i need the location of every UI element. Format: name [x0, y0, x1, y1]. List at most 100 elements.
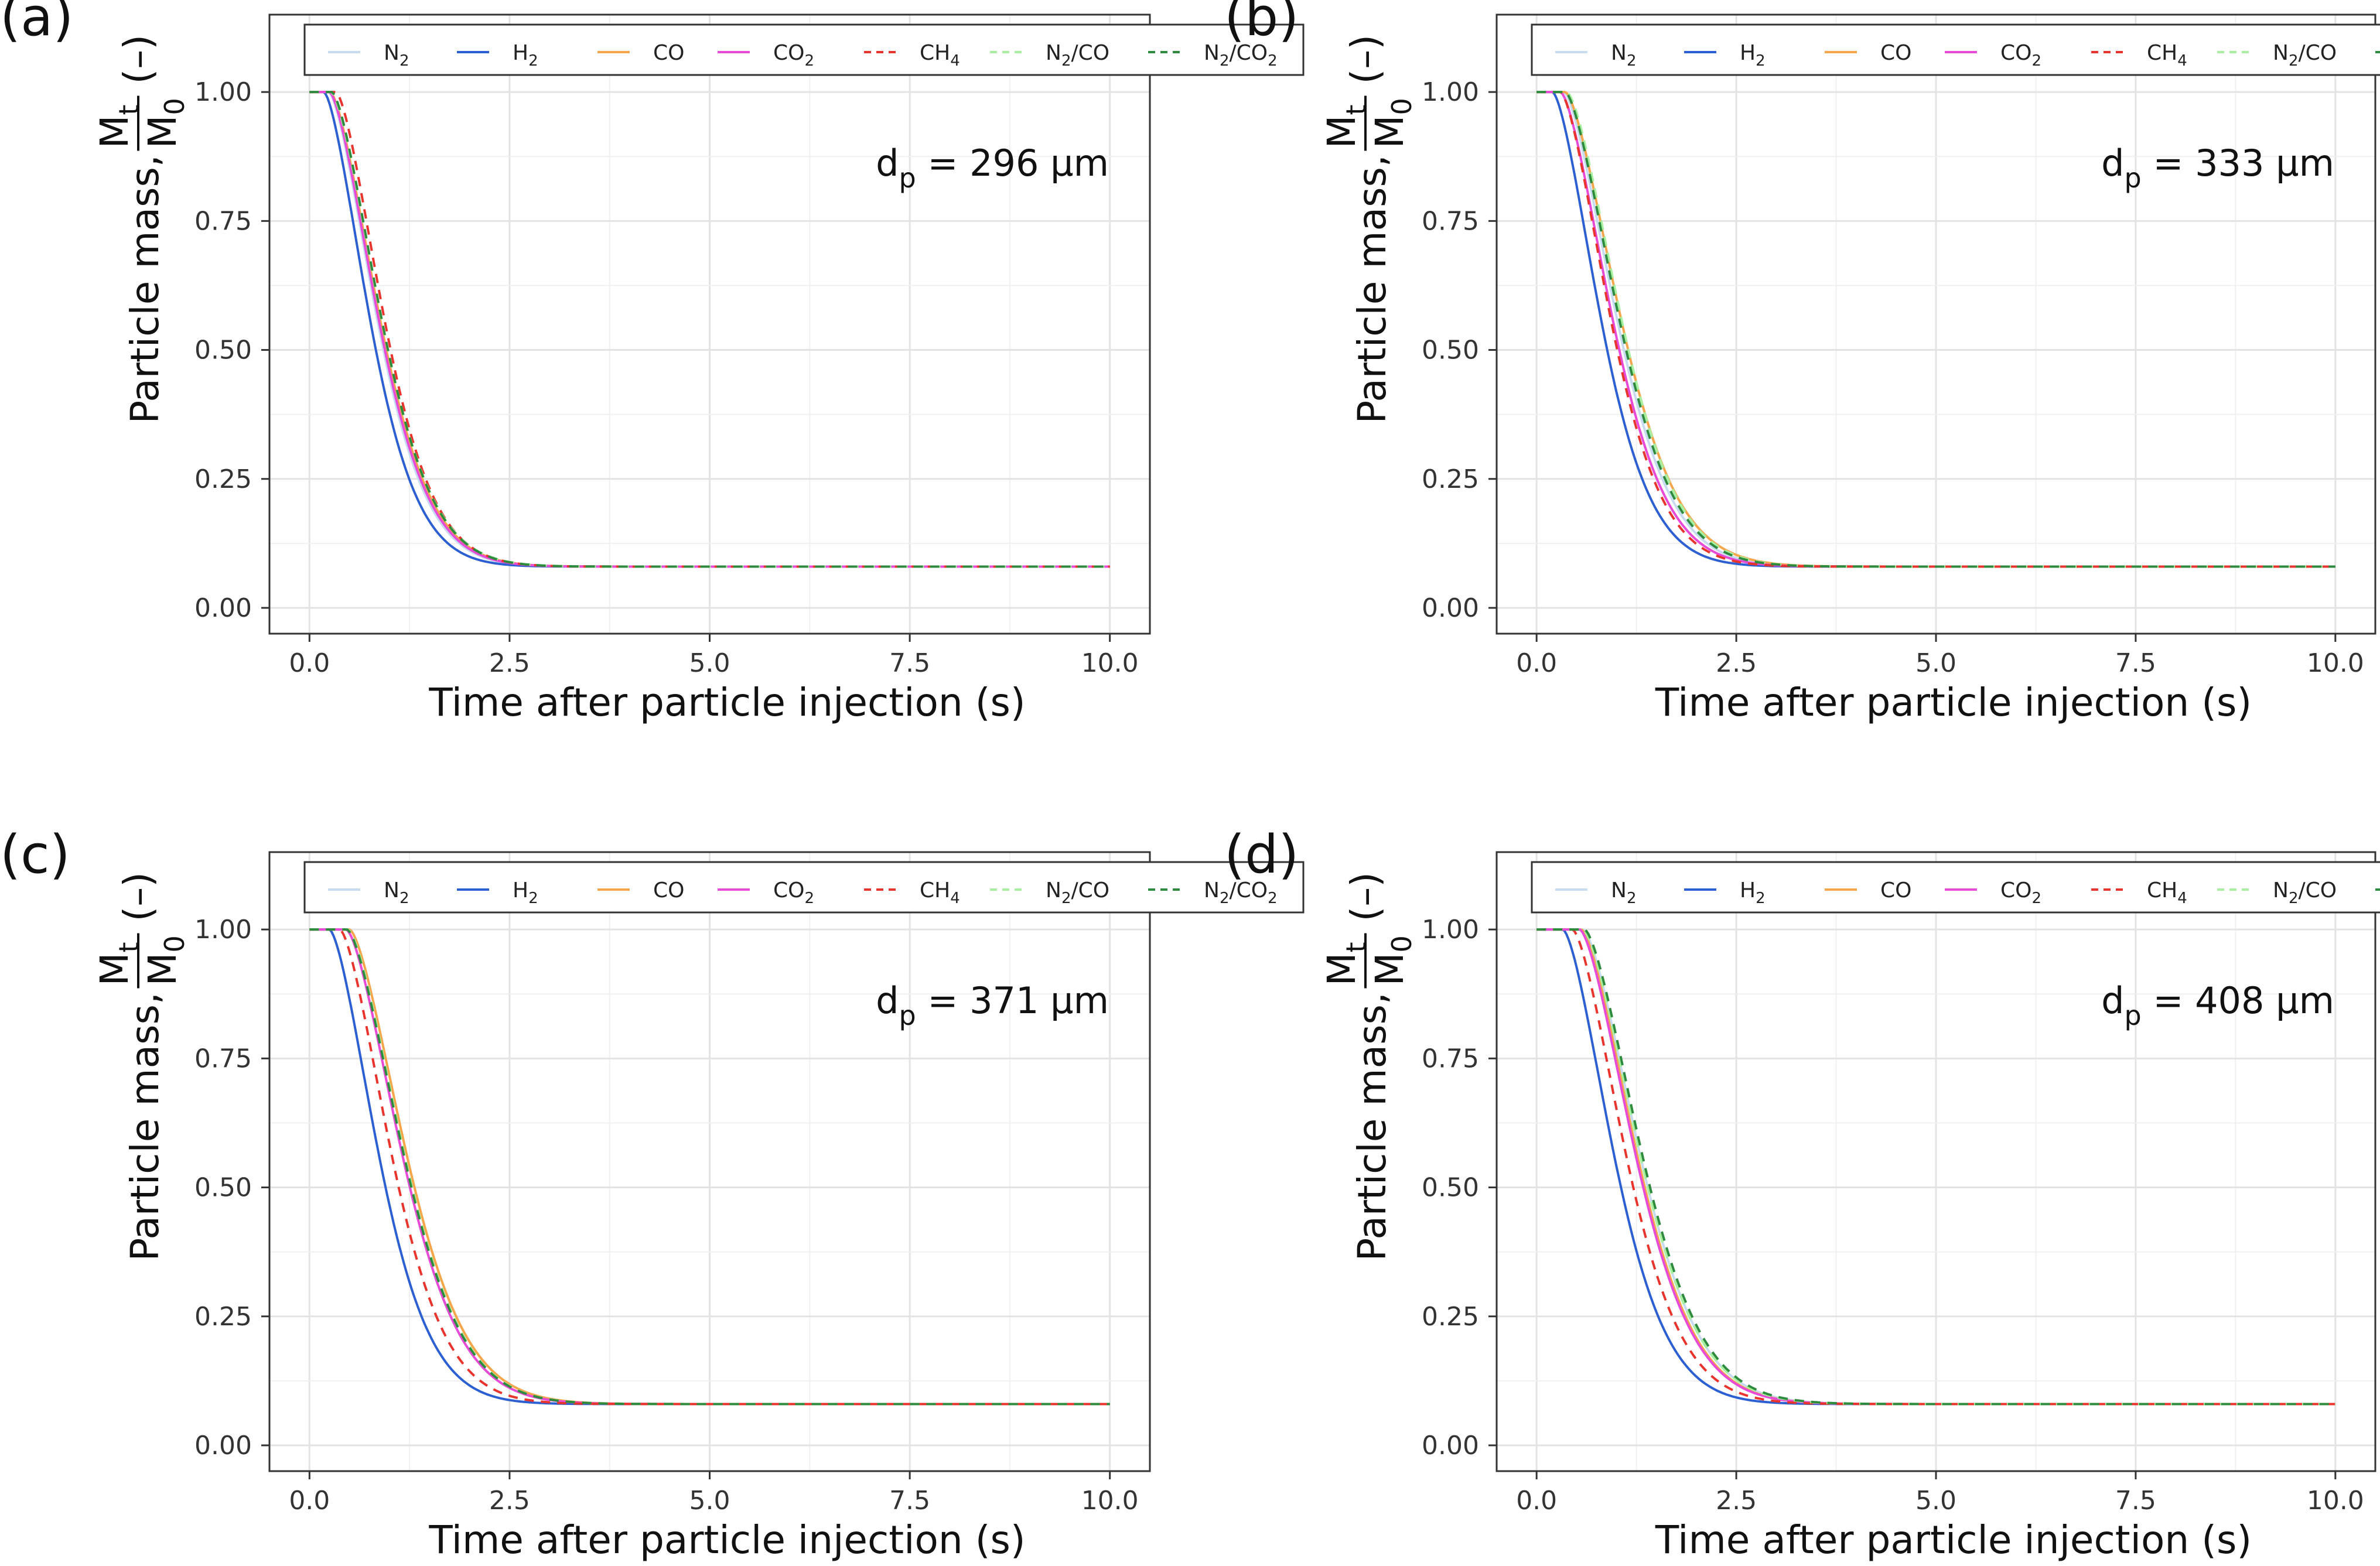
- y-axis-label-unit: (–): [1343, 872, 1388, 922]
- x-tick-label: 2.5: [489, 648, 530, 678]
- y-axis-label-unit: (–): [115, 872, 161, 922]
- series-lines: [1536, 91, 2335, 568]
- x-tick-label: 0.0: [1516, 648, 1557, 678]
- legend-label-n2-co2: N2/CO2: [1204, 878, 1278, 907]
- y-axis-fraction-numerator: Mt: [92, 942, 145, 986]
- legend-label-h2: H2: [1740, 41, 1766, 70]
- panel-a: (a) 0.0 2.5 5.0 7.5 10.0 0.00 0.25 0.50 0.75 1.00 T…: [0, 0, 1305, 725]
- x-axis-label: Time after particle injection (s): [428, 680, 1025, 725]
- panel-b: (b) 0.0 2.5 5.0 7.5 10.0 0.00 0.25 0.50 0.75 1.00 T…: [1224, 0, 2380, 725]
- y-tick-label: 1.00: [1422, 77, 1479, 107]
- y-tick-label: 0.25: [194, 1302, 252, 1332]
- y-tick-label: 0.25: [1422, 464, 1479, 494]
- legend-label-ch4: CH4: [2147, 878, 2187, 907]
- legend-label-co: CO: [1880, 878, 1911, 902]
- panel-label: (d): [1224, 824, 1299, 885]
- y-axis-label-prefix: Particle mass,: [1350, 992, 1395, 1261]
- legend-label-n2-co2: N2/CO2: [1204, 41, 1278, 70]
- x-tick-label: 7.5: [889, 1486, 930, 1516]
- y-tick-label: 0.00: [194, 593, 252, 623]
- legend-label-n2: N2: [1611, 878, 1636, 907]
- legend-label-co: CO: [653, 41, 684, 65]
- axis-ticks: 0.0 2.5 5.0 7.5 10.0 0.00 0.25 0.50 0.75 1.00: [1422, 77, 2364, 678]
- legend-box: [1531, 861, 2380, 914]
- series-line-n2-co2: [1536, 91, 2335, 568]
- x-tick-label: 10.0: [2307, 648, 2364, 678]
- y-axis-label-unit: (–): [1343, 35, 1388, 84]
- axis-ticks: 0.0 2.5 5.0 7.5 10.0 0.00 0.25 0.50 0.75 1.00: [1422, 915, 2364, 1516]
- x-tick-label: 7.5: [2115, 648, 2156, 678]
- legend-label-co2: CO2: [2000, 41, 2041, 70]
- legend-label-n2: N2: [384, 41, 409, 70]
- series-lines: [1536, 928, 2335, 1406]
- x-tick-label: 2.5: [489, 1486, 530, 1516]
- legend-label-h2: H2: [1740, 878, 1766, 907]
- y-axis-label-prefix: Particle mass,: [122, 155, 168, 423]
- panel-d: (d) 0.0 2.5 5.0 7.5 10.0 0.00 0.25 0.50 0.75 1.00 T…: [1224, 824, 2380, 1562]
- grid: [1497, 15, 2375, 634]
- series-lines: [309, 91, 1110, 568]
- series-line-n2-co: [1536, 928, 2335, 1406]
- legend-label-h2: H2: [513, 41, 538, 70]
- x-tick-label: 10.0: [1081, 1486, 1139, 1516]
- x-tick-label: 2.5: [1716, 648, 1757, 678]
- y-axis-label-prefix: Particle mass,: [122, 992, 168, 1261]
- x-tick-label: 0.0: [1516, 1486, 1557, 1516]
- x-tick-label: 10.0: [2307, 1486, 2364, 1516]
- y-tick-label: 0.00: [1422, 593, 1479, 623]
- y-tick-label: 0.75: [1422, 206, 1479, 236]
- legend-label-ch4: CH4: [920, 878, 960, 907]
- legend-label-co2: CO2: [2000, 878, 2041, 907]
- legend-box: [1531, 23, 2380, 76]
- legend-label-n2: N2: [1611, 41, 1636, 70]
- x-axis-label: Time after particle injection (s): [1655, 680, 2252, 725]
- x-tick-label: 5.0: [1915, 648, 1956, 678]
- y-tick-label: 0.25: [194, 464, 252, 494]
- y-tick-label: 0.75: [1422, 1044, 1479, 1073]
- y-axis-fraction-denominator: M0: [140, 935, 190, 986]
- legend-box: [303, 861, 1305, 914]
- y-tick-label: 0.50: [1422, 1173, 1479, 1203]
- x-tick-label: 5.0: [689, 648, 730, 678]
- y-tick-label: 1.00: [1422, 915, 1479, 945]
- legend-label-ch4: CH4: [2147, 41, 2187, 70]
- grid: [269, 852, 1150, 1471]
- grid: [269, 15, 1150, 634]
- y-tick-label: 0.00: [194, 1431, 252, 1461]
- legend-label-h2: H2: [513, 878, 538, 907]
- y-axis-fraction-numerator: Mt: [1319, 105, 1372, 149]
- series-lines: [309, 928, 1110, 1406]
- legend-label-co2: CO2: [773, 878, 814, 907]
- x-tick-label: 0.0: [289, 648, 330, 678]
- legend-label-ch4: CH4: [920, 41, 960, 70]
- legend-box: [303, 23, 1305, 76]
- x-axis-label: Time after particle injection (s): [1655, 1517, 2252, 1562]
- y-tick-label: 0.50: [194, 336, 252, 365]
- y-axis-label-prefix: Particle mass,: [1350, 155, 1395, 423]
- y-tick-label: 0.75: [194, 206, 252, 236]
- axis-ticks: 0.0 2.5 5.0 7.5 10.0 0.00 0.25 0.50 0.75 1.00: [194, 915, 1139, 1516]
- y-tick-label: 0.50: [194, 1173, 252, 1203]
- x-tick-label: 7.5: [889, 648, 930, 678]
- panel-label: (b): [1224, 0, 1299, 48]
- x-tick-label: 5.0: [1915, 1486, 1956, 1516]
- y-axis-fraction-denominator: M0: [140, 98, 190, 148]
- y-tick-label: 0.00: [1422, 1431, 1479, 1461]
- legend-label-co: CO: [653, 878, 684, 902]
- x-tick-label: 2.5: [1716, 1486, 1757, 1516]
- particle-diameter-annotation: dp = 333 µm: [2101, 142, 2334, 194]
- panel-c: (c) 0.0 2.5 5.0 7.5 10.0 0.00 0.25 0.50 0.75 1.00 T…: [0, 824, 1305, 1562]
- y-tick-label: 0.25: [1422, 1302, 1479, 1332]
- series-line-n2-co2: [309, 91, 1110, 568]
- panel-label: (a): [0, 0, 73, 48]
- legend-label-co: CO: [1880, 41, 1911, 65]
- particle-diameter-annotation: dp = 371 µm: [876, 979, 1109, 1031]
- y-axis-fraction-denominator: M0: [1367, 935, 1418, 986]
